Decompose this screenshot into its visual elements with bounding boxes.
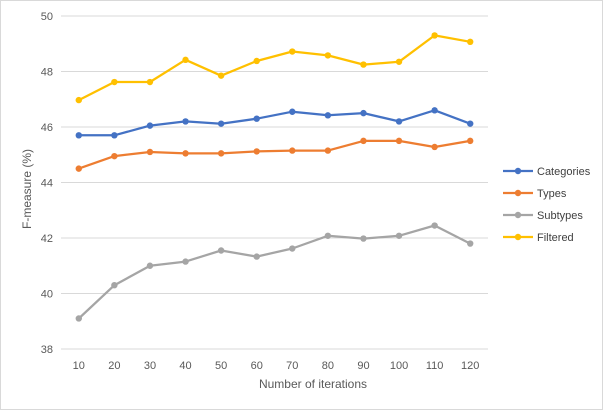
data-point	[431, 32, 438, 39]
data-point	[467, 38, 474, 46]
data-point	[75, 96, 82, 104]
data-point	[395, 118, 403, 125]
gridlines	[61, 15, 488, 350]
y-tick-label: 38	[41, 344, 53, 356]
data-point	[253, 148, 260, 155]
data-point	[467, 137, 474, 145]
x-tick-label: 100	[390, 360, 408, 372]
legend-label: Filtered	[537, 232, 574, 244]
legend-swatch-marker	[514, 211, 522, 219]
data-point	[324, 112, 332, 119]
series-line	[77, 224, 472, 320]
legend: Categories Types Subtypes Filtered	[503, 166, 591, 244]
data-point	[431, 107, 438, 114]
series-line	[77, 139, 472, 170]
data-point	[324, 52, 332, 59]
x-tick-label: 60	[251, 360, 263, 372]
data-point	[182, 56, 189, 64]
data-point	[360, 137, 367, 145]
data-point	[289, 48, 296, 55]
data-point	[217, 150, 225, 157]
legend-item: Types	[503, 188, 567, 200]
x-tick-label: 70	[286, 360, 298, 372]
y-tick-label: 44	[41, 178, 53, 190]
legend-label: Subtypes	[537, 210, 583, 222]
x-tick-label: 50	[215, 360, 227, 372]
x-tick-label: 110	[426, 360, 444, 372]
x-tick-label: 20	[108, 360, 120, 372]
data-point	[467, 240, 474, 247]
data-point	[289, 245, 296, 252]
data-point	[146, 78, 154, 86]
y-axis-ticks: 38 40 42 44 46 48 50	[41, 11, 53, 356]
legend-label: Types	[537, 188, 567, 200]
x-tick-label: 40	[179, 360, 191, 372]
x-axis-title: Number of iterations	[259, 377, 367, 391]
data-point	[467, 120, 474, 127]
data-point	[253, 115, 260, 122]
data-point	[289, 108, 296, 115]
x-axis-ticks: 10 20 30 40 50 60 70 80 90 100 110 120	[73, 360, 480, 372]
data-point	[431, 143, 438, 151]
data-point	[75, 315, 82, 322]
data-point	[395, 58, 403, 65]
y-tick-label: 50	[41, 11, 53, 23]
x-tick-label: 90	[357, 360, 369, 372]
legend-swatch-marker	[514, 167, 522, 175]
series-subtypes	[75, 222, 474, 322]
data-point	[217, 247, 225, 254]
legend-label: Categories	[537, 166, 591, 178]
series-filtered	[75, 32, 474, 104]
data-point	[395, 232, 403, 239]
data-point	[395, 137, 403, 145]
data-point	[111, 152, 118, 160]
data-point	[360, 61, 367, 68]
y-tick-label: 42	[41, 233, 53, 245]
data-point	[182, 258, 189, 265]
data-point	[182, 150, 189, 157]
x-tick-label: 10	[73, 360, 85, 372]
series-line	[77, 109, 472, 137]
data-point	[360, 109, 367, 117]
x-tick-label: 120	[461, 360, 479, 372]
data-point	[75, 165, 82, 172]
data-point	[324, 147, 332, 154]
data-point	[217, 120, 225, 127]
series-categories	[75, 107, 474, 139]
data-point	[146, 148, 154, 156]
data-point	[253, 57, 260, 65]
legend-swatch-marker	[514, 189, 522, 197]
data-point	[289, 147, 296, 154]
y-tick-label: 48	[41, 67, 53, 79]
series-types	[75, 137, 474, 172]
y-tick-label: 46	[41, 122, 53, 134]
data-point	[111, 78, 118, 86]
data-point	[324, 232, 332, 239]
x-tick-label: 80	[322, 360, 334, 372]
data-point	[431, 222, 438, 229]
data-point	[111, 281, 118, 289]
series-lines	[75, 32, 474, 322]
series-line	[77, 34, 472, 102]
data-point	[182, 118, 189, 125]
data-point	[253, 253, 260, 260]
data-point	[360, 235, 367, 242]
y-tick-label: 40	[41, 289, 53, 301]
data-point	[111, 132, 118, 139]
legend-swatch-marker	[514, 233, 522, 241]
data-point	[217, 72, 225, 79]
data-point	[75, 132, 82, 139]
legend-item: Subtypes	[503, 210, 583, 222]
data-point	[146, 122, 154, 129]
legend-item: Filtered	[503, 232, 574, 244]
x-tick-label: 30	[144, 360, 156, 372]
legend-item: Categories	[503, 166, 591, 178]
data-point	[146, 262, 154, 269]
y-axis-title: F-measure (%)	[20, 149, 34, 229]
